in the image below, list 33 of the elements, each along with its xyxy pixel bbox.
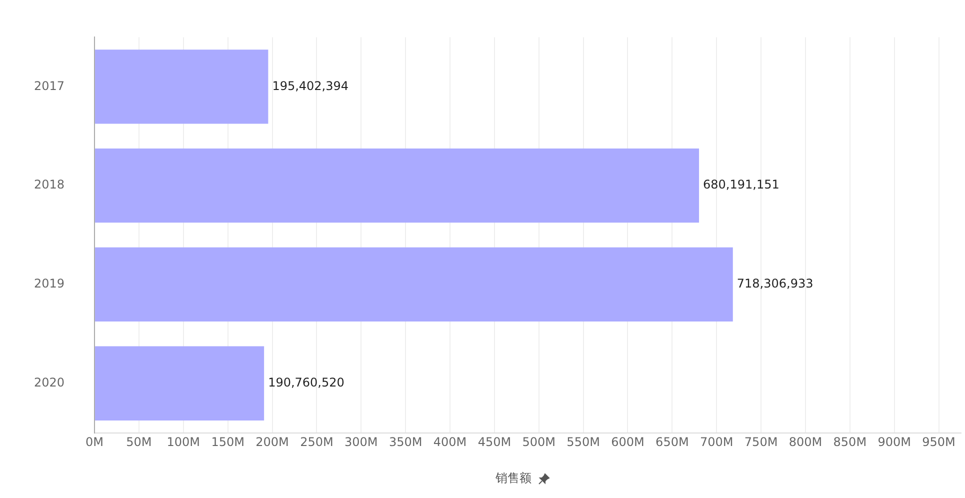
x-axis-title: 销售额 [496, 470, 532, 487]
bar [95, 247, 733, 322]
x-tick-label: 900M [878, 435, 911, 450]
data-label: 190,760,520 [268, 375, 344, 390]
x-tick-label: 50M [126, 435, 152, 450]
bar [95, 50, 268, 124]
x-tick-label: 850M [833, 435, 867, 450]
x-tick-label: 500M [522, 435, 556, 450]
x-tick-label: 200M [256, 435, 289, 450]
x-tick-label: 300M [344, 435, 378, 450]
x-tick-label: 600M [611, 435, 644, 450]
x-tick-label: 0M [86, 435, 104, 450]
x-tick-label: 700M [700, 435, 734, 450]
bar [95, 148, 700, 223]
x-tick-label: 750M [744, 435, 778, 450]
y-tick-label: 2017 [34, 78, 65, 93]
x-tick-label: 650M [656, 435, 689, 450]
x-tick-label: 250M [300, 435, 334, 450]
x-tick-label: 400M [433, 435, 467, 450]
x-tick-label: 150M [211, 435, 244, 450]
x-tick-label: 100M [166, 435, 200, 450]
x-tick-label: 450M [478, 435, 512, 450]
x-tick-label: 800M [788, 435, 822, 450]
y-tick-label: 2020 [34, 375, 65, 390]
y-tick-label: 2019 [34, 276, 65, 291]
data-label: 718,306,933 [736, 276, 814, 291]
y-tick-label: 2018 [34, 178, 65, 192]
x-tick-label: 550M [566, 435, 600, 450]
data-label: 680,191,151 [703, 178, 780, 192]
x-tick-label: 950M [922, 435, 956, 450]
data-label: 195,402,394 [272, 78, 349, 93]
bar [95, 346, 264, 420]
x-tick-label: 350M [388, 435, 422, 450]
